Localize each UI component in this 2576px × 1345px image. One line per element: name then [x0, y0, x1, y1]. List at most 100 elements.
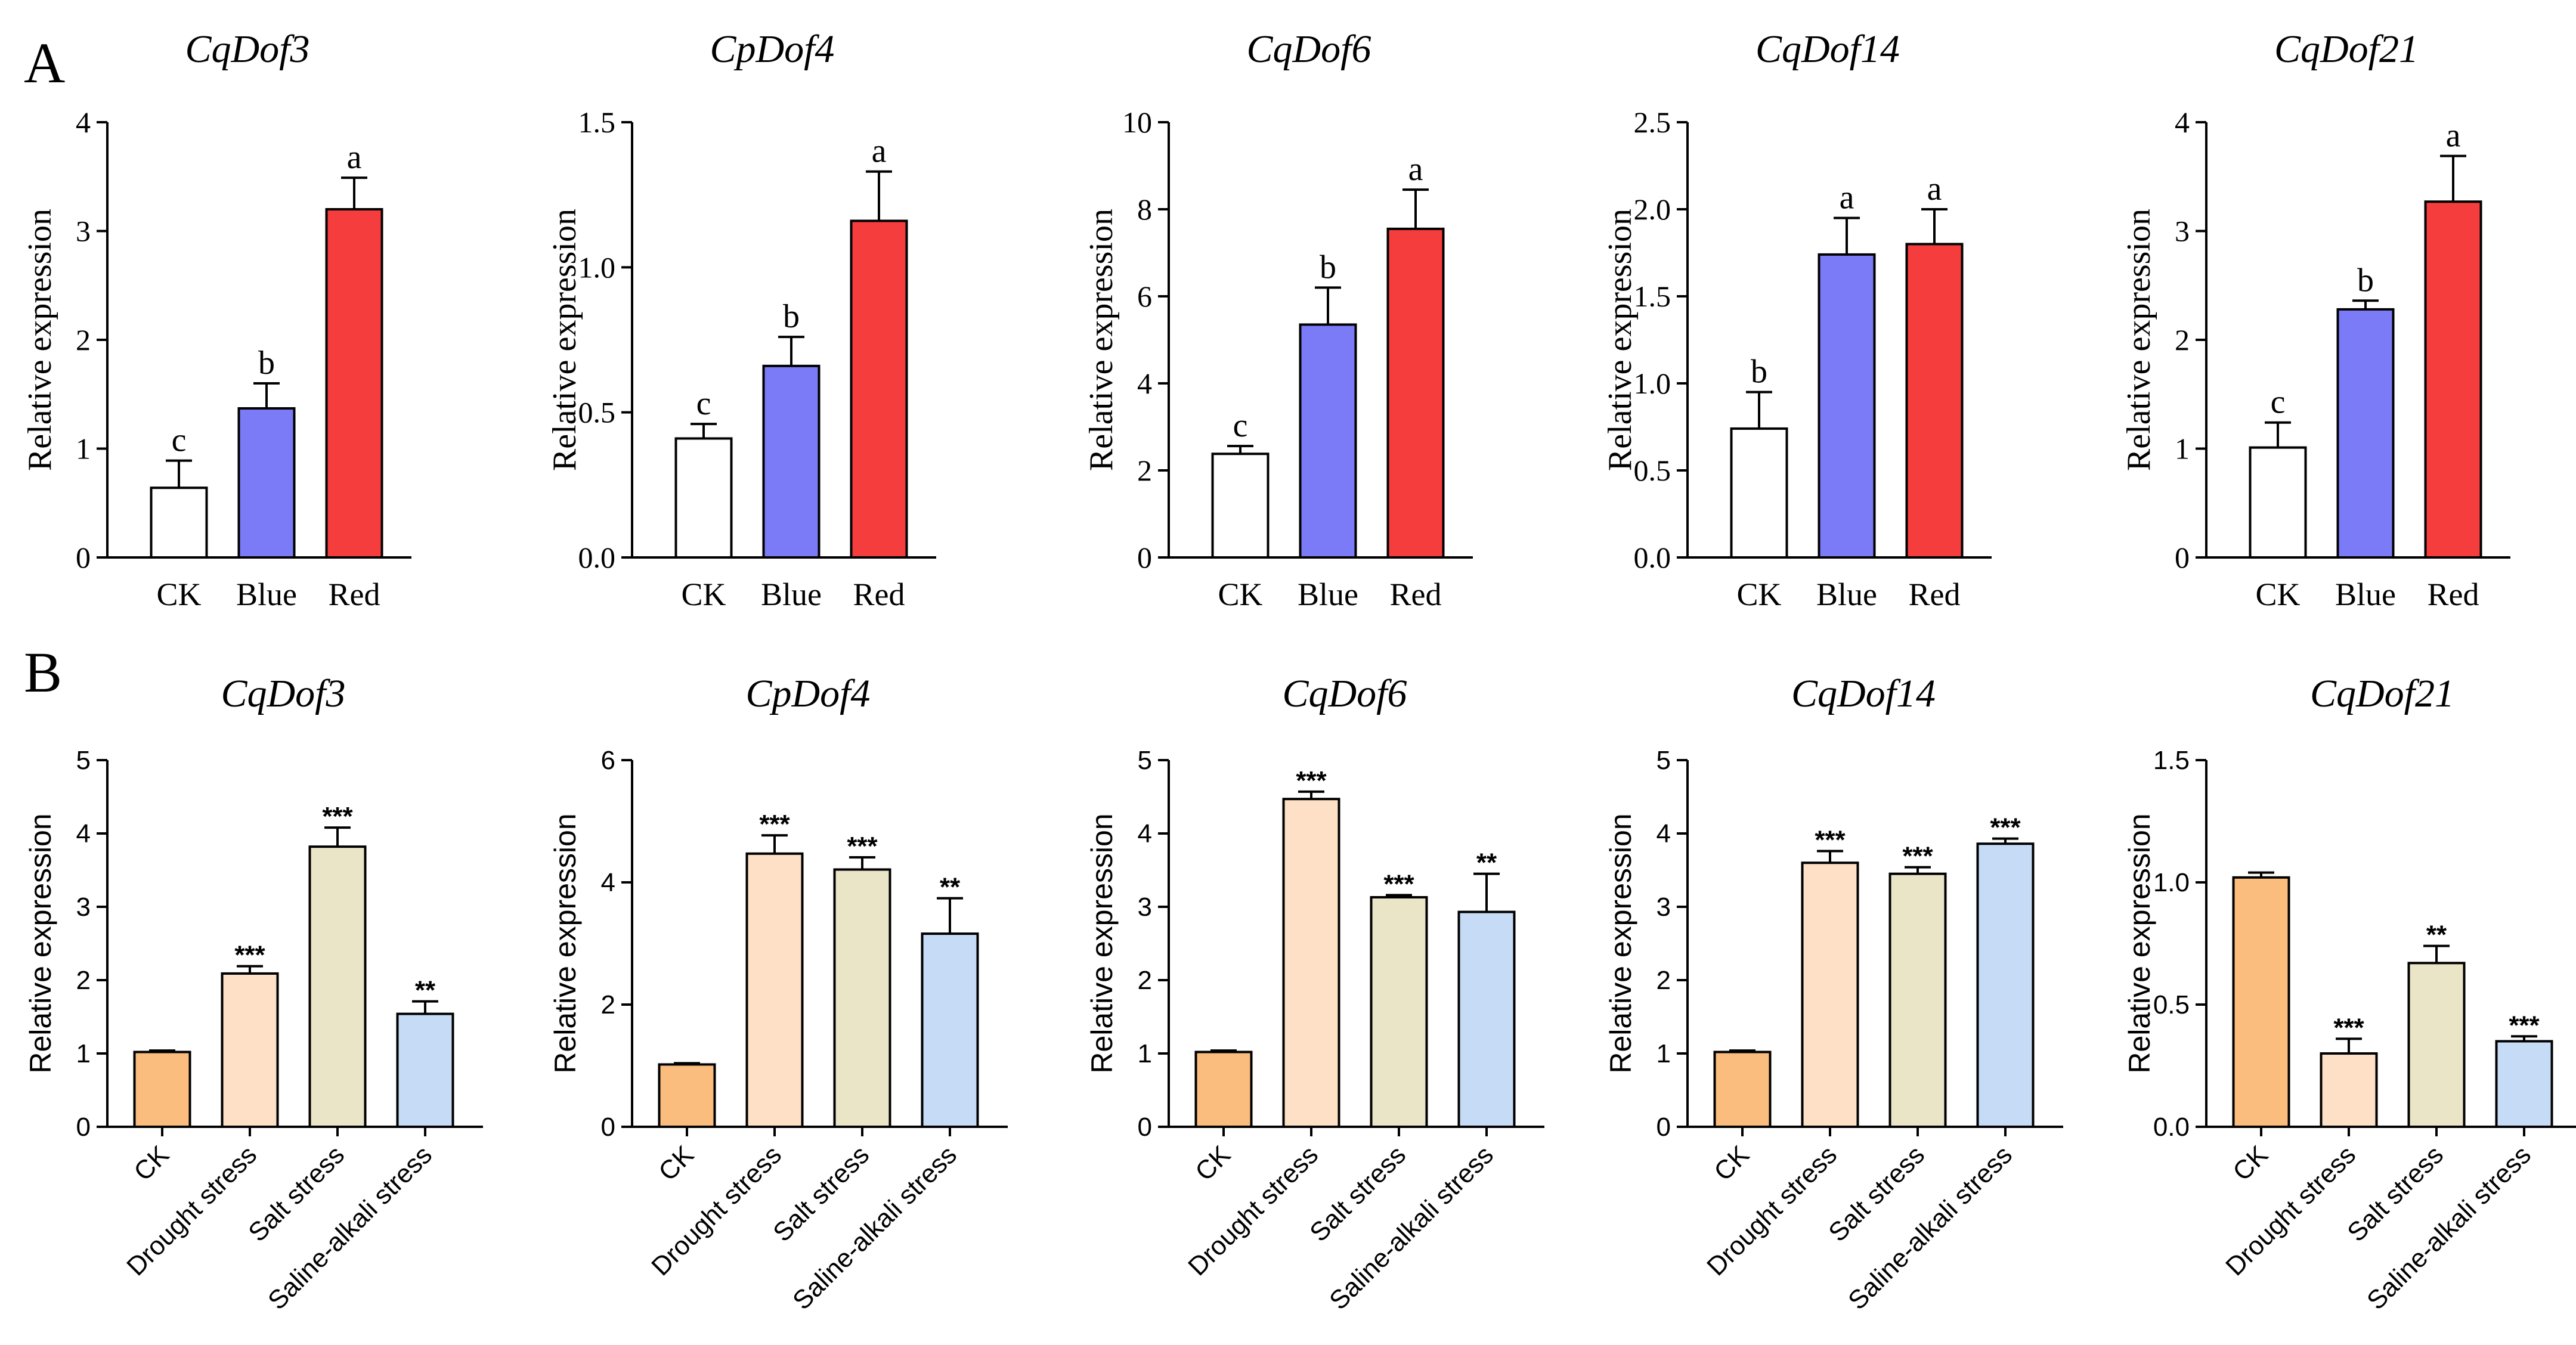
- x-category-label: CK: [128, 1140, 175, 1186]
- significance-label: ***: [1296, 766, 1327, 795]
- bar-saline-alkali-stress: [921, 932, 979, 1128]
- bar-saline-alkali-stress: [2495, 1040, 2553, 1128]
- significance-label: ***: [2509, 1011, 2540, 1040]
- bar-ck: [150, 486, 208, 559]
- bar-drought-stress: [1282, 798, 1340, 1128]
- y-tick-label: 2: [1137, 454, 1152, 487]
- chart-title: CqDof21: [2274, 27, 2419, 71]
- bar-red: [1386, 227, 1445, 559]
- chart-title: CqDof3: [221, 672, 345, 715]
- panel-label-a: A: [24, 31, 65, 95]
- bar-drought-stress: [1801, 861, 1859, 1128]
- y-tick-label: 1.5: [1634, 280, 1671, 313]
- y-axis-label: Relative expression: [2123, 813, 2156, 1073]
- y-tick-label: 2: [76, 966, 91, 995]
- x-category-label: CK: [2255, 577, 2300, 612]
- y-axis-label: Relative expression: [1604, 813, 1637, 1073]
- chart-a-cqdof6: CqDof6 Relative expression 0 2 4 6 8 10 c CK b Blue…: [1083, 27, 1473, 612]
- significance-label: c: [172, 422, 187, 459]
- significance-label: ***: [322, 802, 353, 831]
- y-tick-label: 0: [76, 1112, 91, 1142]
- y-axis-label: Relative expression: [549, 813, 582, 1073]
- chart-title: CqDof6: [1282, 672, 1407, 715]
- y-tick-label: 1.0: [578, 250, 616, 284]
- bar-ck: [1211, 453, 1270, 559]
- y-tick-label: 2: [2175, 323, 2190, 357]
- y-tick-label: 8: [1137, 193, 1152, 226]
- x-category-label: Saline-alkali stress: [787, 1140, 962, 1315]
- significance-label: b: [1320, 249, 1336, 286]
- y-tick-label: 0: [601, 1112, 615, 1142]
- y-tick-label: 2: [601, 990, 615, 1019]
- y-tick-label: 0: [1137, 541, 1152, 574]
- bar-red: [1905, 243, 1964, 559]
- panel-label-b: B: [24, 640, 62, 704]
- x-category-label: Red: [329, 577, 380, 612]
- x-category-label: CK: [653, 1140, 699, 1186]
- chart-title: CpDof4: [710, 27, 834, 71]
- chart-a-cqdof21: CqDof21 Relative expression 0 1 2 3 4 c CK b Blue a…: [2120, 27, 2510, 612]
- significance-label: ***: [1815, 826, 1846, 855]
- y-tick-label: 5: [76, 746, 91, 775]
- y-tick-label: 5: [1657, 746, 1671, 775]
- x-category-label: CK: [1708, 1140, 1755, 1186]
- y-tick-label: 4: [76, 106, 91, 139]
- y-axis-label: Relative expression: [546, 209, 583, 471]
- y-tick-label: 0.5: [578, 396, 616, 429]
- significance-label: ***: [234, 941, 265, 970]
- significance-label: a: [1927, 171, 1942, 207]
- significance-label: **: [415, 976, 436, 1005]
- significance-label: ***: [759, 810, 790, 839]
- significance-label: **: [940, 873, 961, 902]
- chart-title: CqDof14: [1791, 672, 1936, 715]
- significance-label: **: [1476, 848, 1497, 878]
- x-category-label: Saline-alkali stress: [262, 1140, 438, 1315]
- chart-a-cpdof4: CpDof4 Relative expression 0.0 0.5 1.0 1.5 c CK…: [546, 27, 936, 612]
- significance-label: a: [1408, 151, 1423, 188]
- x-category-label: CK: [156, 577, 201, 612]
- bar-ck: [1713, 1050, 1772, 1129]
- y-tick-label: 0.0: [578, 541, 616, 574]
- x-category-label: Blue: [761, 577, 822, 612]
- bar-drought-stress: [745, 852, 804, 1128]
- y-tick-label: 0.0: [2153, 1112, 2190, 1142]
- significance-label: ***: [1383, 869, 1414, 898]
- chart-a-cqdof3: CqDof3 Relative expression 0 1 2 3 4 c CK b Blue a R…: [21, 27, 411, 612]
- x-category-label: Red: [2428, 577, 2479, 612]
- chart-title: CpDof4: [745, 672, 870, 715]
- y-tick-label: 1: [76, 432, 91, 466]
- bar-blue: [2336, 308, 2395, 559]
- x-category-label: CK: [1190, 1140, 1236, 1186]
- y-tick-label: 4: [76, 819, 91, 848]
- x-category-label: CK: [1218, 577, 1262, 612]
- significance-label: ***: [1990, 813, 2021, 842]
- significance-label: a: [2446, 117, 2461, 154]
- y-tick-label: 1: [76, 1039, 91, 1068]
- y-tick-label: 1: [2175, 432, 2190, 466]
- y-tick-label: 1.5: [2153, 746, 2190, 775]
- x-category-label: Blue: [236, 577, 297, 612]
- significance-label: **: [2426, 921, 2447, 950]
- significance-label: ***: [1902, 842, 1933, 871]
- y-axis-label: Relative expression: [2120, 209, 2157, 471]
- bar-ck: [2232, 876, 2290, 1129]
- y-tick-label: 3: [76, 215, 91, 248]
- x-category-label: CK: [681, 577, 726, 612]
- bar-red: [2424, 200, 2482, 559]
- bar-blue: [237, 407, 296, 559]
- y-axis-label: Relative expression: [21, 209, 58, 471]
- y-tick-label: 0.0: [1634, 541, 1671, 574]
- bar-drought-stress: [2320, 1052, 2378, 1128]
- chart-title: CqDof21: [2310, 672, 2454, 715]
- bar-ck: [674, 437, 733, 559]
- y-tick-label: 5: [1138, 746, 1152, 775]
- bar-salt-stress: [1370, 896, 1428, 1128]
- y-tick-label: 3: [1138, 892, 1152, 922]
- y-tick-label: 1.5: [578, 106, 616, 139]
- y-axis-label: Relative expression: [24, 813, 57, 1073]
- significance-label: b: [783, 298, 800, 335]
